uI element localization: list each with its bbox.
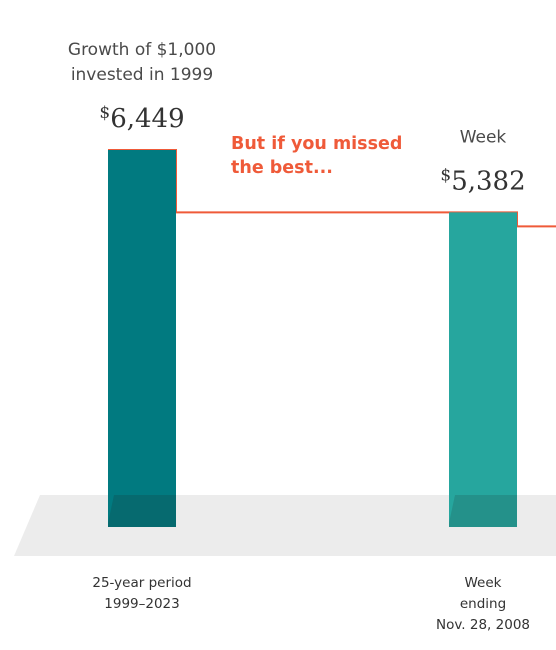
- bar-1-value: $6,449: [99, 103, 184, 134]
- annotation-line-1: But if you missed: [231, 134, 402, 154]
- currency-symbol: $: [99, 103, 110, 123]
- annotation-text: But if you missed the best...: [231, 134, 409, 178]
- bar-1-floor-shadow: [108, 495, 176, 527]
- bars-layer: $6,449 Growth of $1,000 invested in 1999 25…: [68, 40, 530, 633]
- bar-2: [449, 212, 517, 527]
- bar-2-category-line-3: Nov. 28, 2008: [436, 617, 530, 633]
- annotation-line-2: the best...: [231, 158, 333, 178]
- bar-2-caption-line-1: Week: [460, 127, 507, 147]
- bar-2-category-line-2: ending: [460, 596, 506, 612]
- bar-1-category-line-2: 1999–2023: [104, 596, 179, 612]
- bar-2-category-line-1: Week: [465, 575, 502, 591]
- value-number: 5,382: [451, 166, 525, 196]
- currency-symbol: $: [440, 165, 451, 185]
- bar-1-category-line-1: 25-year period: [92, 575, 191, 591]
- bar-1: [108, 150, 176, 527]
- bar-2-floor-shadow: [449, 495, 517, 527]
- bar-1-caption-line-1: Growth of $1,000: [68, 40, 216, 60]
- bar-2-value: $5,382: [440, 165, 525, 196]
- value-number: 6,449: [110, 104, 184, 134]
- bar-1-caption-line-2: invested in 1999: [71, 65, 213, 85]
